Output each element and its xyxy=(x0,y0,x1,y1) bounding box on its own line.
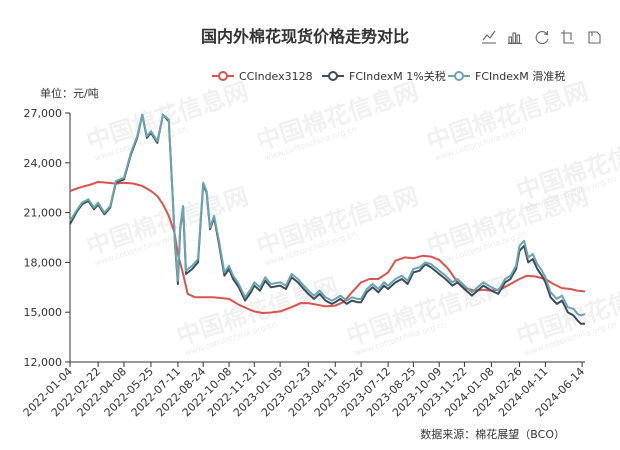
toolbox xyxy=(482,30,601,45)
y-tick-label: 27,000 xyxy=(24,107,63,120)
bar-chart-icon[interactable] xyxy=(508,32,522,45)
y-tick-label: 24,000 xyxy=(24,157,63,170)
y-tick-label: 12,000 xyxy=(24,356,63,369)
x-axis: 2022-01-042022-02-222022-04-082022-05-25… xyxy=(21,361,587,419)
y-tick-label: 21,000 xyxy=(24,207,63,220)
legend-item[interactable]: CCIndex3128 xyxy=(212,70,313,83)
y-tick-label: 15,000 xyxy=(24,306,63,319)
legend-item[interactable]: FCIndexM 1%关税 xyxy=(322,69,446,83)
chart-title: 国内外棉花现货价格走势对比 xyxy=(201,27,409,46)
legend-label: FCIndexM 滑准税 xyxy=(475,69,565,83)
series-line xyxy=(69,113,586,317)
watermark-text: 中国棉花信息网 xyxy=(423,77,591,156)
watermark-text: 中国棉花信息网 xyxy=(253,182,421,261)
watermark-text: 中国棉花信息网 xyxy=(253,77,421,156)
legend-marker xyxy=(328,71,338,81)
watermark-text: 中国棉花信息网 xyxy=(83,77,251,156)
legend-label: FCIndexM 1%关税 xyxy=(349,69,446,83)
watermark-text: 中国棉花信息网 xyxy=(83,182,251,261)
y-tick-label: 18,000 xyxy=(24,256,63,269)
legend-item[interactable]: FCIndexM 滑准税 xyxy=(448,69,565,83)
unit-label: 单位：元/吨 xyxy=(40,86,99,100)
restore-icon[interactable] xyxy=(535,31,549,45)
line-chart-icon[interactable] xyxy=(482,30,496,44)
y-axis: 12,000 15,000 18,000 21,000 24,000 27,000 xyxy=(24,107,71,369)
legend-marker xyxy=(454,71,464,81)
source-note: 数据来源：棉花展望（BCO） xyxy=(420,427,565,441)
data-view-icon[interactable] xyxy=(561,30,574,44)
legend: CCIndex3128 FCIndexM 1%关税 FCIndexM 滑准税 xyxy=(212,69,565,83)
legend-marker xyxy=(218,71,228,81)
save-image-icon[interactable] xyxy=(588,31,601,44)
legend-label: CCIndex3128 xyxy=(239,70,313,83)
series-layer xyxy=(69,113,586,325)
